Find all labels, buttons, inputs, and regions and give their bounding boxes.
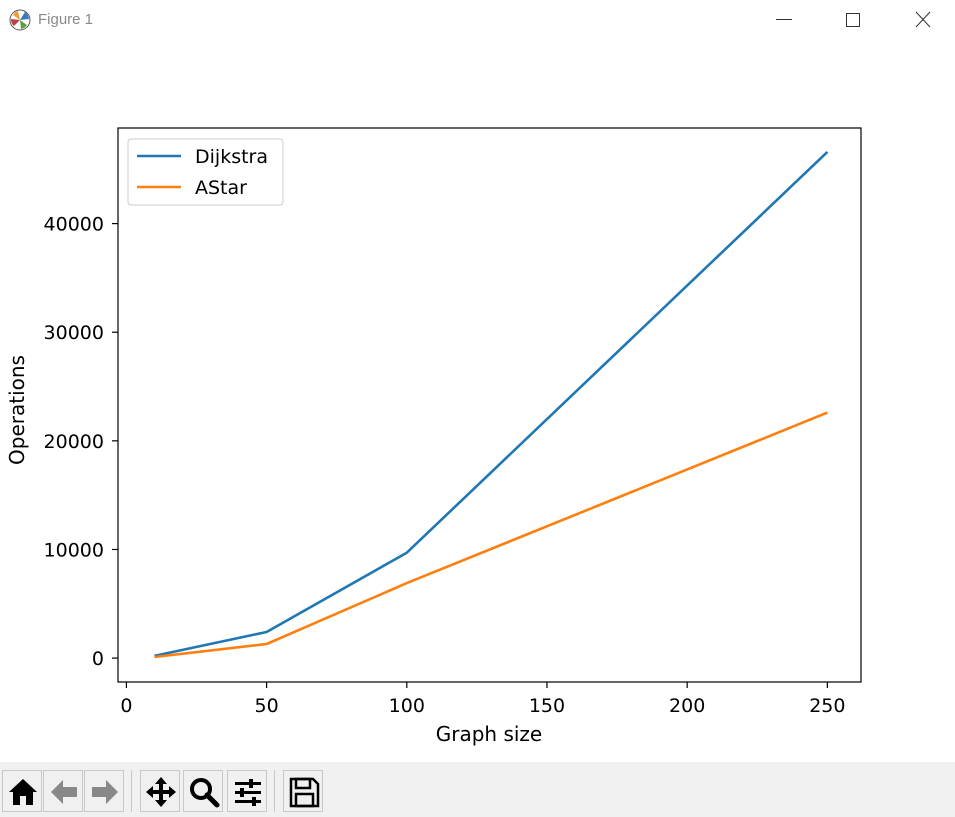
series-line-astar bbox=[154, 411, 828, 659]
y-tick-label: 20000 bbox=[44, 431, 104, 453]
series-line-dijkstra bbox=[154, 150, 829, 658]
x-tick-label: 250 bbox=[809, 695, 845, 717]
magnifier-icon bbox=[190, 778, 220, 808]
maximize-button[interactable] bbox=[832, 6, 872, 34]
back-arrow-icon bbox=[51, 780, 77, 804]
minimize-button[interactable] bbox=[764, 6, 804, 34]
legend-label: AStar bbox=[195, 177, 247, 199]
series-lines bbox=[154, 150, 829, 659]
y-tick-label: 10000 bbox=[44, 539, 104, 561]
x-axis-label: Graph size bbox=[436, 722, 542, 746]
configure-subplots-button[interactable] bbox=[227, 770, 267, 812]
back-button[interactable] bbox=[43, 770, 83, 812]
matplotlib-icon bbox=[9, 9, 31, 31]
minimize-icon bbox=[776, 19, 792, 20]
title-bar: Figure 1 bbox=[0, 0, 955, 40]
maximize-icon bbox=[846, 13, 860, 27]
zoom-button[interactable] bbox=[183, 770, 223, 812]
pan-button[interactable] bbox=[140, 770, 180, 812]
close-button[interactable] bbox=[903, 6, 943, 34]
x-tick-label: 0 bbox=[120, 695, 132, 717]
y-tick-label: 40000 bbox=[44, 214, 104, 236]
legend-label: Dijkstra bbox=[195, 146, 268, 168]
sliders-icon bbox=[235, 779, 261, 806]
window-title: Figure 1 bbox=[38, 11, 94, 28]
x-tick-label: 100 bbox=[389, 695, 425, 717]
x-tick-label: 50 bbox=[255, 695, 279, 717]
floppy-disk-icon bbox=[289, 777, 320, 808]
forward-arrow-icon bbox=[92, 780, 118, 804]
move-icon bbox=[146, 777, 176, 807]
legend: Dijkstra AStar bbox=[127, 138, 284, 206]
plot-frame bbox=[117, 127, 862, 683]
y-tick-label: 0 bbox=[92, 648, 104, 670]
y-axis: 0 10000 20000 30000 40000 bbox=[44, 214, 118, 670]
save-button[interactable] bbox=[283, 770, 323, 812]
toolbar-separator bbox=[274, 770, 275, 812]
line-chart: 0 50 100 150 200 250 0 10000 20000 30000 40000 Gr… bbox=[5, 127, 862, 746]
forward-button[interactable] bbox=[84, 770, 124, 812]
home-button[interactable] bbox=[2, 770, 42, 812]
y-tick-label: 30000 bbox=[44, 322, 104, 344]
y-axis-label: Operations bbox=[5, 355, 29, 465]
x-tick-label: 200 bbox=[669, 695, 705, 717]
x-axis: 0 50 100 150 200 250 bbox=[120, 682, 845, 717]
close-icon bbox=[915, 11, 931, 28]
toolbar-separator bbox=[131, 770, 132, 812]
x-tick-label: 150 bbox=[529, 695, 565, 717]
navigation-toolbar bbox=[0, 762, 955, 817]
home-icon bbox=[9, 779, 37, 805]
